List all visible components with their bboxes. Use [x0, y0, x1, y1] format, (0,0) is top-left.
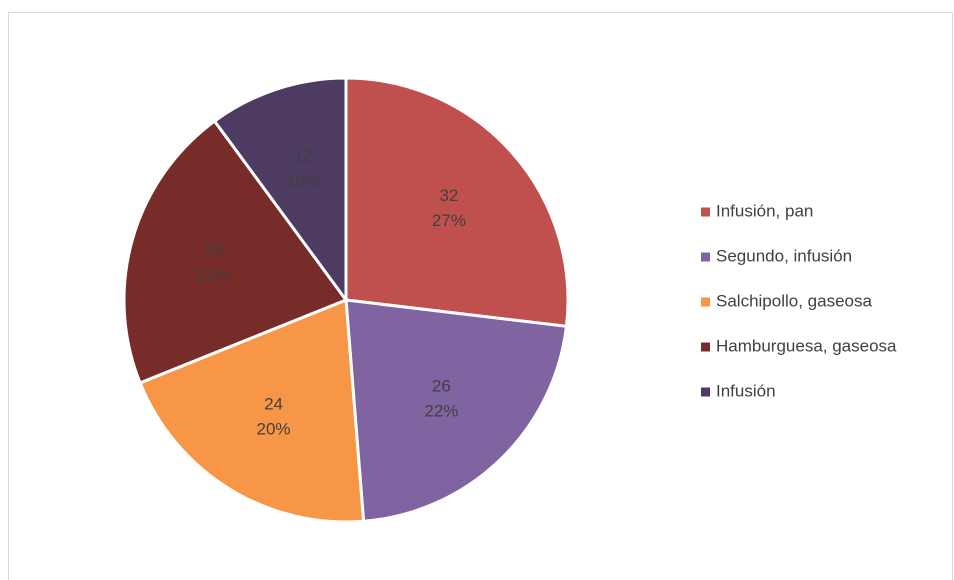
pie-slice [122, 118, 349, 385]
legend-swatch [701, 252, 710, 262]
legend-label: Segundo, infusión [716, 246, 852, 265]
data-label-value: 25 [204, 240, 223, 259]
data-label-percent: 20% [257, 420, 291, 439]
legend-label: Infusión, pan [716, 201, 813, 220]
pie-slice [138, 297, 366, 524]
data-label-value: 26 [432, 377, 451, 396]
legend-swatch [701, 387, 710, 397]
legend-swatch [701, 342, 710, 352]
data-label-value: 32 [439, 186, 458, 205]
legend-label: Infusión [716, 381, 776, 400]
data-label-percent: 21% [197, 265, 231, 284]
pie-slice [344, 298, 569, 523]
data-label-percent: 22% [424, 402, 458, 421]
legend-swatch [701, 297, 710, 307]
pie-slice [212, 76, 348, 305]
legend-label: Hamburguesa, gaseosa [716, 336, 897, 355]
data-label-percent: 10% [286, 172, 320, 191]
pie-slice [344, 76, 570, 328]
data-label-value: 12 [294, 147, 313, 166]
data-label-value: 24 [264, 395, 283, 414]
legend-label: Salchipollo, gaseosa [716, 291, 872, 310]
data-label-percent: 27% [432, 211, 466, 230]
legend-swatch [701, 207, 710, 217]
